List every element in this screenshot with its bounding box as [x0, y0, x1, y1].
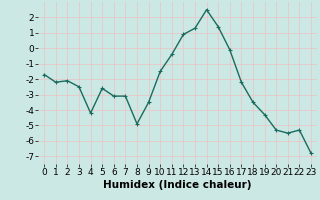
X-axis label: Humidex (Indice chaleur): Humidex (Indice chaleur) — [103, 180, 252, 190]
